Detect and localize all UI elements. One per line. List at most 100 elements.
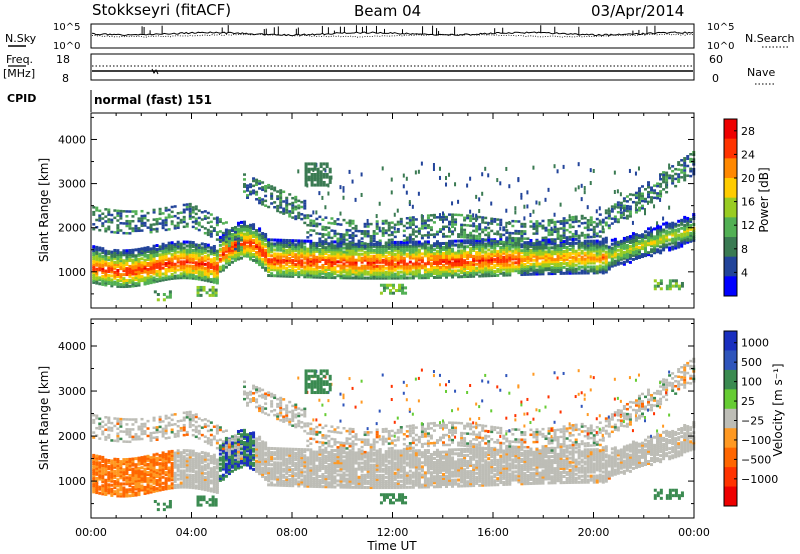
power-cell [683, 241, 687, 245]
velocity-cell [128, 494, 132, 498]
power-cell [487, 262, 491, 266]
power-cell [333, 270, 337, 274]
power-cell [653, 247, 657, 251]
power-colorbar-segment [724, 178, 737, 199]
power-cell [270, 238, 274, 242]
power-cell [640, 194, 644, 198]
power-cell [104, 257, 108, 261]
power-cell [360, 256, 364, 260]
power-cell [535, 224, 539, 228]
power-noise [580, 197, 583, 202]
velocity-cell [116, 432, 120, 435]
power-cell [520, 243, 524, 247]
power-cell [420, 260, 424, 264]
power-cell [243, 185, 247, 188]
power-cell [95, 247, 99, 251]
power-cell [200, 258, 204, 262]
power-cell [246, 240, 250, 244]
power-cell [384, 241, 388, 244]
velocity-cell [137, 472, 141, 476]
power-cell [399, 266, 403, 270]
power-cell [276, 240, 280, 244]
power-cell [460, 241, 464, 245]
power-cell [258, 251, 262, 255]
power-cell [321, 271, 325, 275]
power-cell [535, 229, 539, 233]
power-cell [191, 258, 195, 262]
power-cell [547, 233, 551, 237]
power-cell [312, 222, 316, 225]
power-cell [143, 282, 147, 286]
power-cell [662, 240, 666, 244]
power-cell [625, 209, 629, 213]
power-cell [179, 250, 183, 254]
power-noise [405, 176, 408, 181]
power-cell [490, 239, 494, 242]
power-cell [243, 234, 247, 238]
velocity-cell [131, 471, 135, 475]
power-noise [532, 165, 535, 170]
power-cell [249, 235, 253, 239]
power-cell [408, 219, 412, 222]
power-cell [336, 248, 340, 252]
power-cell [438, 242, 442, 246]
power-cell [674, 224, 678, 228]
power-cell [457, 261, 461, 265]
power-cell [98, 262, 102, 266]
power-cell [101, 222, 105, 225]
power-cell [330, 252, 334, 256]
power-cell [622, 244, 626, 248]
power-cell [499, 271, 503, 275]
power-cell [209, 280, 213, 284]
power-cell [601, 245, 605, 249]
power-cell [490, 217, 494, 221]
power-cell [294, 198, 298, 201]
power-cell [432, 242, 436, 246]
velocity-cell [98, 471, 102, 475]
power-cell [92, 213, 96, 216]
power-cell [601, 218, 605, 222]
power-cell [625, 214, 629, 218]
power-cell [432, 254, 436, 258]
velocity-cell [125, 472, 129, 476]
power-cell [336, 242, 340, 246]
velocity-cell [116, 466, 120, 470]
power-cell [146, 246, 150, 250]
velocity-cell [122, 488, 126, 492]
power-cell [487, 260, 491, 264]
power-cell [598, 260, 602, 264]
power-cell [291, 251, 295, 255]
power-cell [258, 196, 262, 200]
power-cell [318, 242, 322, 246]
power-cell [300, 263, 304, 267]
power-cell [625, 253, 629, 257]
power-cell [378, 240, 382, 244]
power-cell [586, 255, 590, 259]
power-cell [414, 258, 418, 262]
power-cell [610, 248, 614, 252]
power-cell [282, 190, 286, 194]
power-cell [640, 243, 644, 247]
velocity-cell [110, 479, 114, 483]
power-cell [363, 272, 367, 276]
power-cell [517, 241, 521, 245]
power-cell [460, 251, 464, 255]
power-cell [345, 258, 349, 262]
power-cell [487, 270, 491, 274]
power-cell [568, 247, 572, 251]
power-cell [487, 266, 491, 270]
power-cell [399, 254, 403, 258]
power-cell [215, 251, 219, 255]
power-cell [381, 264, 385, 268]
power-cell [490, 272, 494, 276]
velocity-cell [140, 417, 144, 421]
power-cell [441, 232, 445, 236]
power-cell [607, 224, 611, 227]
power-cell [466, 245, 470, 249]
power-cell [568, 230, 572, 234]
power-cell [505, 251, 509, 255]
power-cell [158, 222, 162, 225]
power-cell [188, 248, 192, 252]
power-cell [613, 251, 617, 255]
power-cell [613, 217, 617, 221]
